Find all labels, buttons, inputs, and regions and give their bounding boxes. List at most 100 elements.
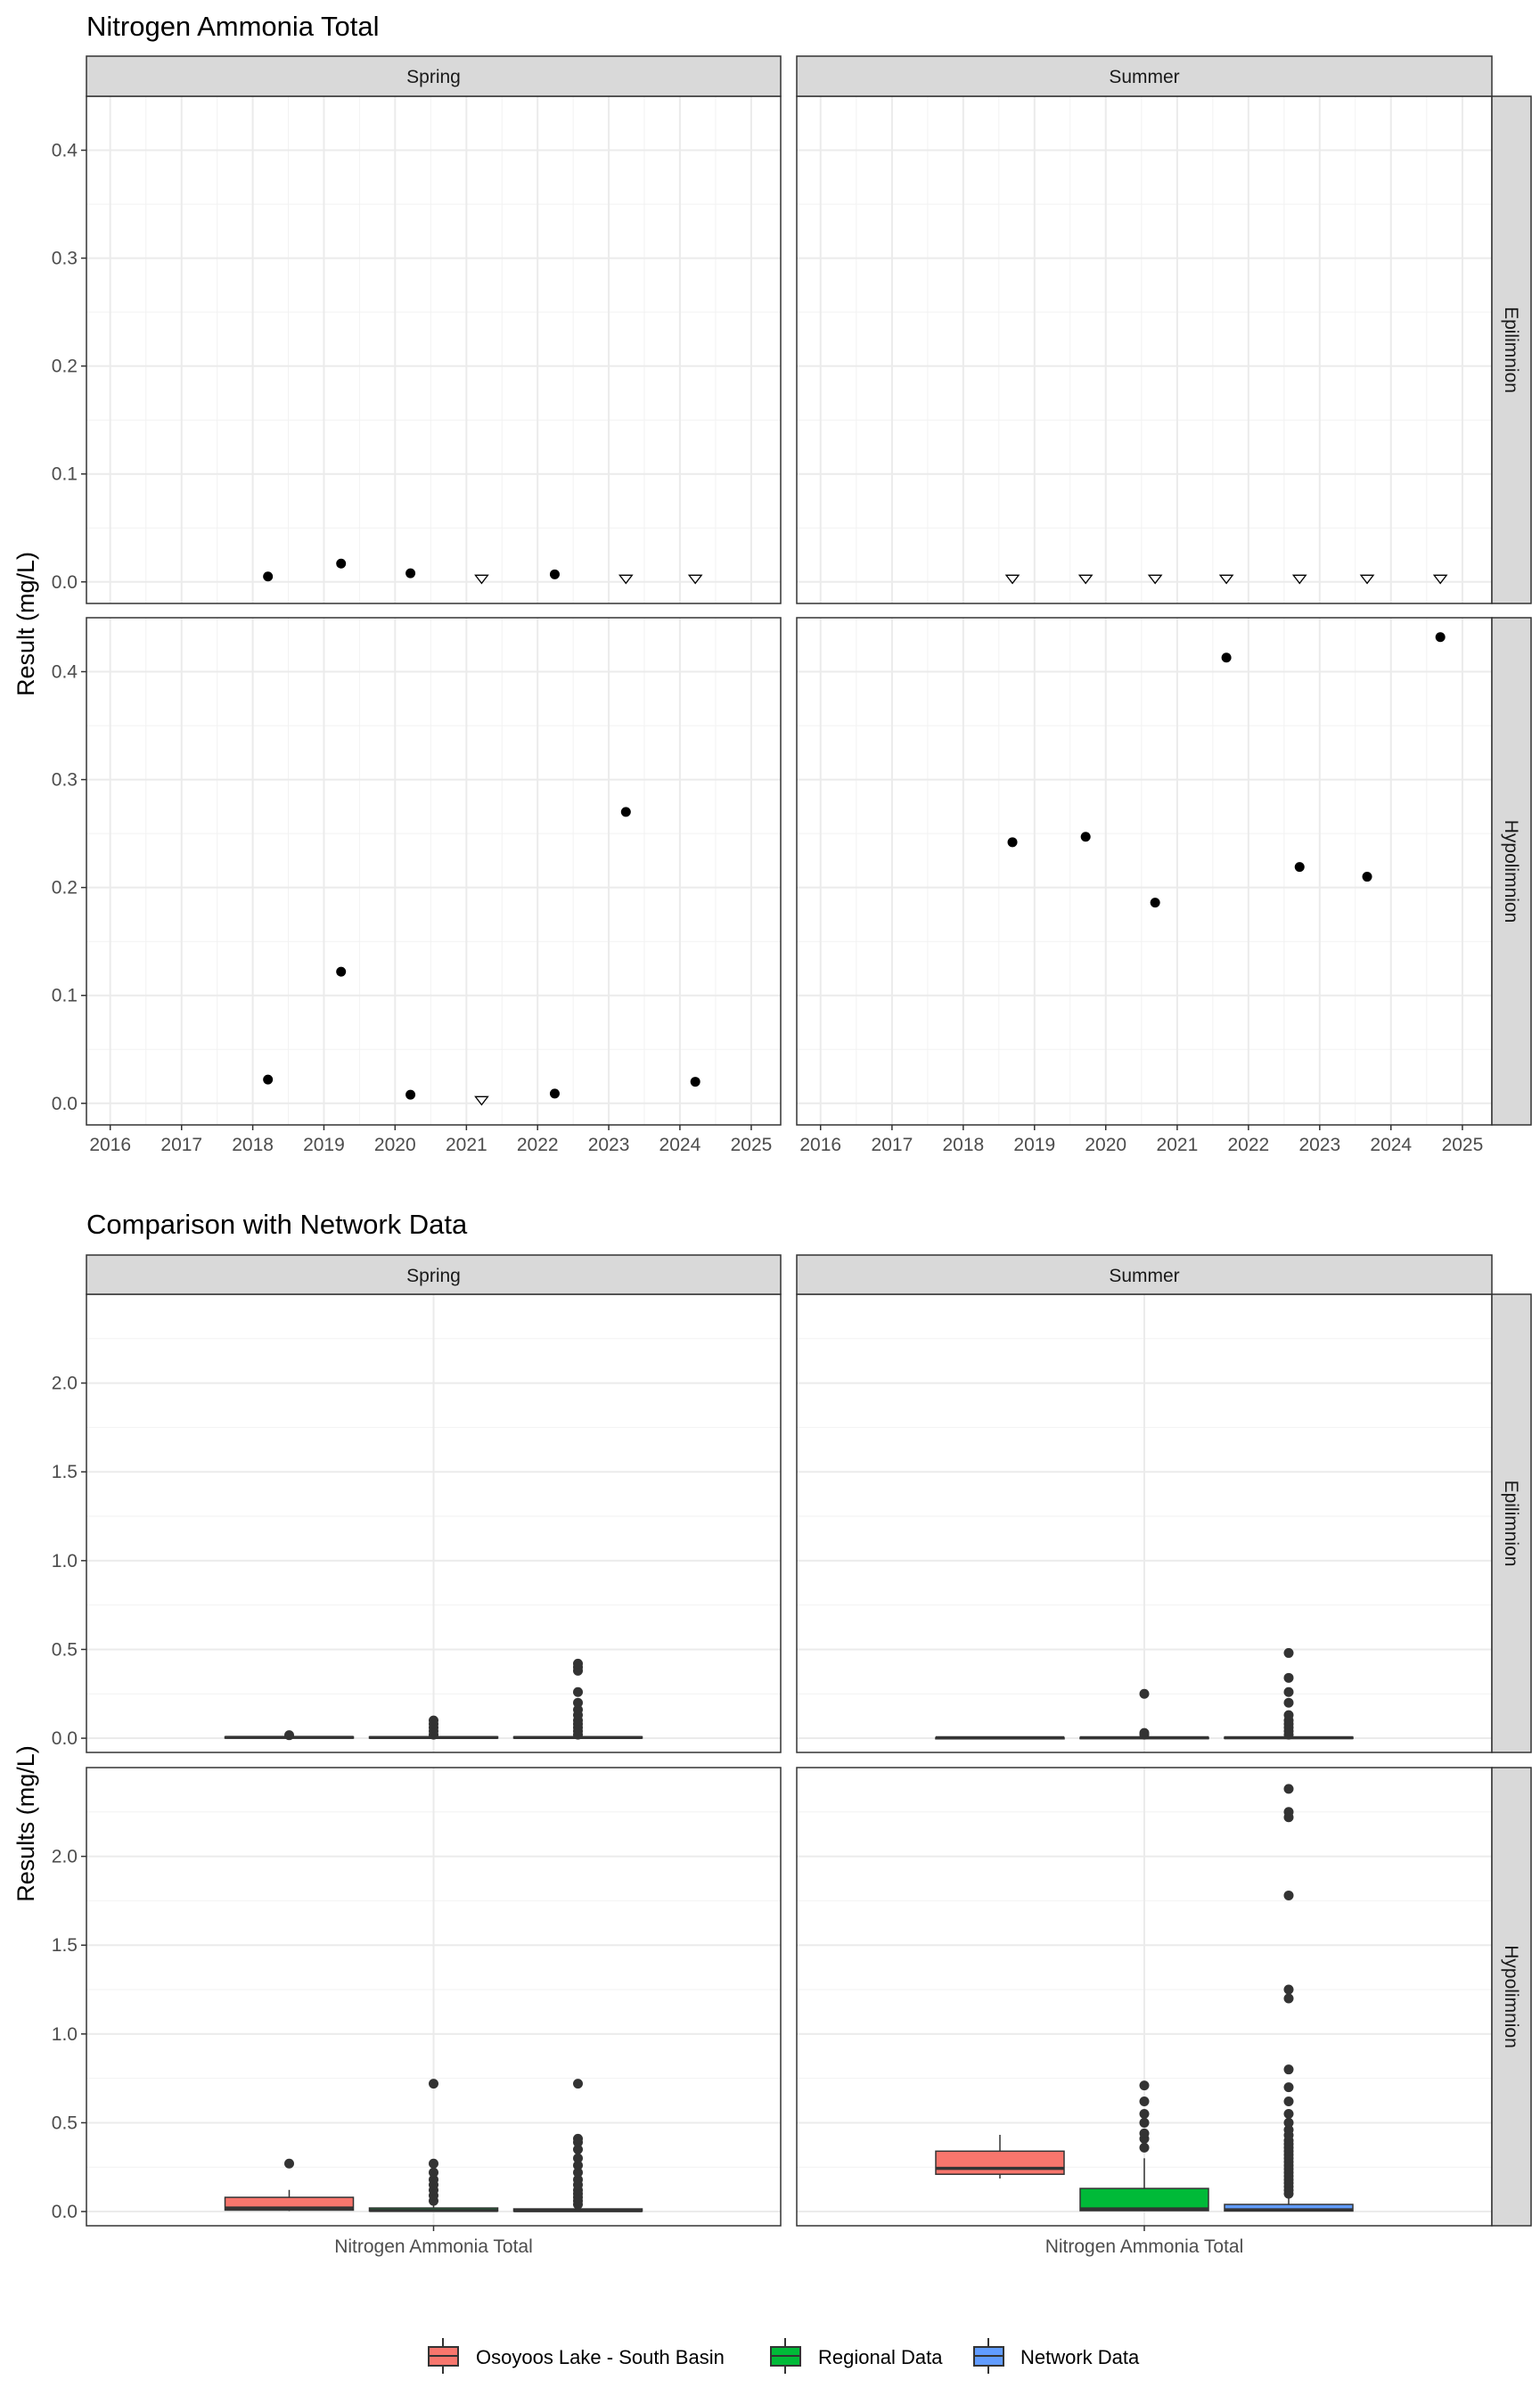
outlier-network <box>573 2174 583 2185</box>
panel-background <box>797 96 1492 603</box>
column-strip <box>796 55 1493 97</box>
legend-label-regional: Regional Data <box>818 2346 943 2368</box>
box-panel-spring-hypolimnion <box>86 1767 782 2227</box>
data-point <box>1150 898 1160 908</box>
x-tick-label: 2025 <box>1442 1135 1484 1155</box>
x-tick-label: 2021 <box>446 1135 487 1155</box>
y-tick-label: 2.0 <box>52 1847 78 1867</box>
data-point-below-detection <box>1004 574 1020 585</box>
y-tick-label: 0.2 <box>52 878 78 898</box>
y-tick-label: 2.0 <box>52 1374 78 1394</box>
data-point <box>1080 832 1091 842</box>
column-strip <box>86 55 782 97</box>
data-point <box>1221 652 1232 663</box>
outlier-regional <box>1139 2096 1150 2107</box>
data-point <box>405 1089 416 1100</box>
outlier-regional <box>429 2167 438 2178</box>
data-point <box>1362 872 1372 882</box>
outlier-network <box>1283 1984 1294 1995</box>
scatter-panel-spring-epilimnion <box>86 95 782 604</box>
data-point-below-detection <box>1077 574 1094 585</box>
outlier-regional <box>429 1715 438 1726</box>
x-tick-label: 2021 <box>1157 1135 1199 1155</box>
outlier-regional <box>1139 2108 1150 2119</box>
outlier-network <box>573 2167 583 2178</box>
panel-background <box>86 96 781 603</box>
x-tick-label: 2017 <box>872 1135 913 1155</box>
outlier-network <box>1283 1647 1294 1658</box>
outlier-network <box>573 2133 583 2144</box>
box-osoyoos <box>935 2150 1065 2175</box>
outlier-network <box>573 1686 583 1697</box>
x-tick-label: 2023 <box>588 1135 630 1155</box>
y-tick-label: 0.1 <box>52 986 78 1006</box>
chart-title-scatter: Nitrogen Ammonia Total <box>86 11 380 42</box>
box-panel-spring-epilimnion <box>86 1293 782 1753</box>
y-tick-label: 0.0 <box>52 2202 78 2222</box>
outlier-network <box>1283 1672 1294 1683</box>
panel-background <box>86 618 781 1125</box>
x-tick-label: 2018 <box>232 1135 274 1155</box>
data-point-below-detection <box>1147 574 1163 585</box>
data-point-below-detection <box>1359 574 1375 585</box>
outlier-network <box>1283 2124 1294 2135</box>
legend-item-osoyoos: Osoyoos Lake - South Basin <box>428 2338 725 2374</box>
panel-background <box>797 618 1492 1125</box>
legend-item-regional: Regional Data <box>770 2338 943 2374</box>
outlier-network <box>573 2079 583 2089</box>
y-tick-label: 0.2 <box>52 357 78 377</box>
y-tick-label: 0.3 <box>52 249 78 269</box>
data-point <box>263 1074 274 1085</box>
y-tick-label: 0.5 <box>52 2113 78 2133</box>
outlier-regional <box>429 2079 438 2089</box>
legend-label-network: Network Data <box>1020 2346 1140 2368</box>
box-panel-summer-hypolimnion <box>796 1767 1493 2227</box>
outlier-network <box>1283 1890 1294 1900</box>
outlier-osoyoos <box>284 1730 294 1741</box>
outlier-regional <box>1139 1688 1150 1699</box>
data-point-below-detection <box>1291 574 1307 585</box>
row-strip <box>1491 95 1532 604</box>
x-tick-label: Nitrogen Ammonia Total <box>334 2236 533 2257</box>
boxplot-chart: 0.0 0.5 1.0 1.5 2.0 0.0 0.5 1.0 1.5 2.0 Spring Nitr… <box>52 1254 1532 2257</box>
box-panel-summer-epilimnion <box>796 1293 1493 1753</box>
x-tick-label: 2016 <box>799 1135 841 1155</box>
outlier-regional <box>429 2174 438 2185</box>
data-point-below-detection <box>1432 574 1448 585</box>
outlier-network <box>1283 1710 1294 1720</box>
scatter-panel-summer-epilimnion <box>796 95 1493 604</box>
outlier-network <box>1283 2096 1294 2107</box>
x-tick-label: 2025 <box>731 1135 773 1155</box>
x-tick-label: 2022 <box>517 1135 559 1155</box>
y-tick-label: 0.0 <box>52 1728 78 1749</box>
x-tick-label: 2019 <box>303 1135 345 1155</box>
data-point-below-detection <box>474 574 489 585</box>
y-tick-label: 0.0 <box>52 1094 78 1114</box>
data-point <box>263 571 274 582</box>
outlier-regional <box>1139 2080 1150 2091</box>
chart-title-boxplot: Comparison with Network Data <box>86 1209 468 1240</box>
legend-label-osoyoos: Osoyoos Lake - South Basin <box>476 2346 725 2368</box>
data-point-below-detection <box>687 574 703 585</box>
outlier-network <box>573 2153 583 2163</box>
column-strip-label: Spring <box>406 1266 461 1286</box>
outlier-network <box>573 1704 583 1715</box>
column-strip <box>86 1254 782 1295</box>
y-tick-label: 0.1 <box>52 464 78 485</box>
outlier-osoyoos <box>284 2158 294 2169</box>
x-tick-label: 2020 <box>1085 1135 1126 1155</box>
outlier-network <box>1283 2082 1294 2093</box>
column-strip-label: Summer <box>1109 67 1179 87</box>
outlier-network <box>1283 1697 1294 1708</box>
y-axis-label-scatter: Result (mg/L) <box>12 552 39 696</box>
data-point <box>336 966 347 977</box>
outlier-network <box>1283 1993 1294 2004</box>
row-strip-label: Epilimnion <box>1501 307 1521 393</box>
legend-item-network: Network Data <box>973 2338 1140 2374</box>
row-strip-label: Hypolimnion <box>1501 1945 1521 2048</box>
legend: Osoyoos Lake - South Basin Regional Data… <box>428 2338 1140 2374</box>
y-tick-label: 1.5 <box>52 1935 78 1956</box>
y-axis-label-boxplot: Results (mg/L) <box>12 1745 39 1902</box>
data-point <box>690 1077 700 1087</box>
